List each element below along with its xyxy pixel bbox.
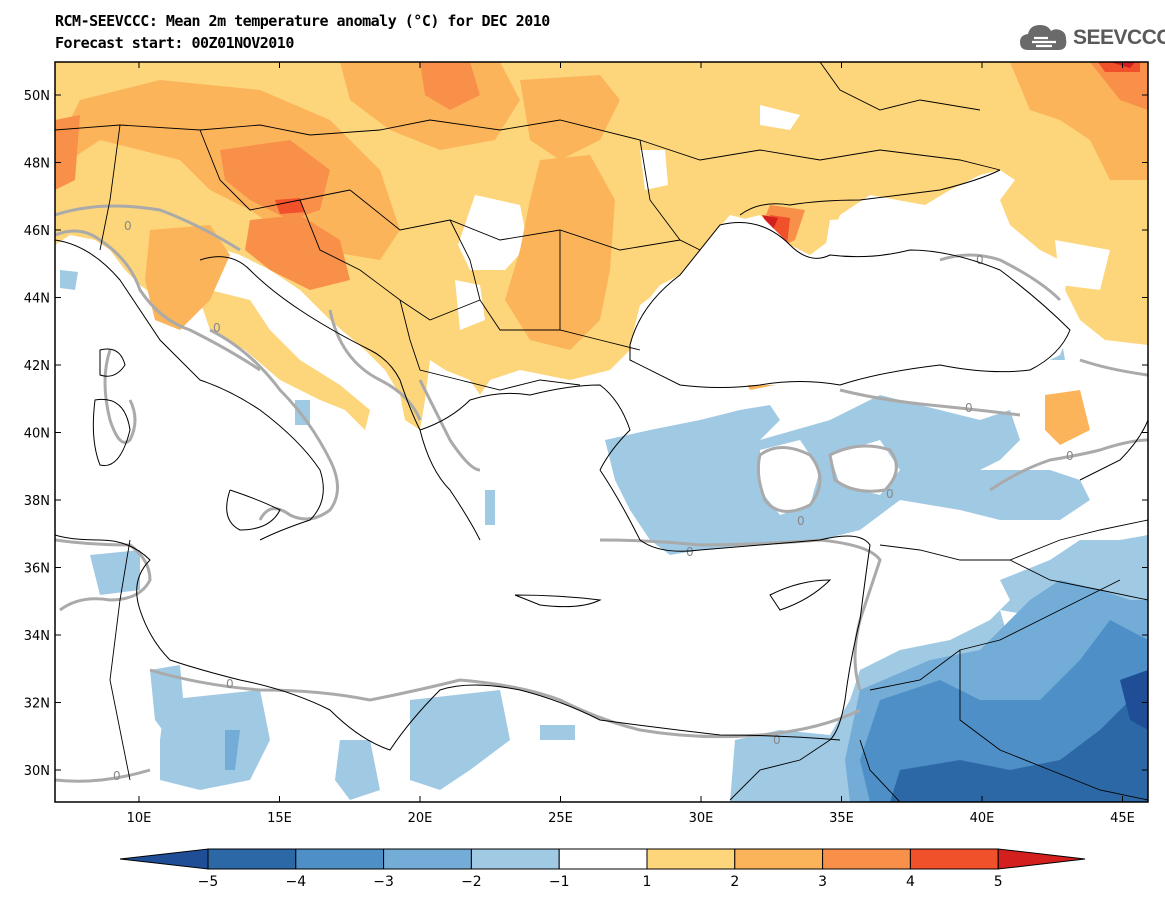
lon-label: 35E [829,811,854,826]
lon-label: 25E [548,811,573,826]
lon-label: 40E [970,811,995,826]
colorbar-segment [470,848,560,870]
colorbar-tick-label: 4 [906,874,915,890]
forecast-start-label: Forecast start: 00Z01NOV2010 [55,34,294,52]
neutral-patch-crimea [825,215,910,260]
lat-label: 50N [24,89,50,104]
lon-label: 30E [689,811,714,826]
contour-label: 0 [773,733,781,747]
colorbar-segment [207,848,297,870]
colorbar-tick-label: −4 [285,874,306,890]
colorbar-segment [383,848,472,870]
neutral-patch-caucasus [1055,240,1110,290]
colorbar-tick-label: 1 [643,874,652,890]
lon-label: 10E [127,811,152,826]
lat-label: 32N [24,697,50,712]
colorbar: −5 −4 −3 −2 −1 1 2 3 4 5 [119,848,1086,890]
lon-label: 20E [408,811,433,826]
longitude-axis: 10E 15E 20E 25E 30E 35E 40E 45E [127,62,1135,826]
contour-label: 0 [965,401,973,415]
cold-anomaly-level-5-east [1120,670,1148,730]
logo-text: SEEVCCC [1073,26,1165,49]
neutral-patch-ukraine [760,105,800,130]
lat-label: 40N [24,427,50,442]
anomaly-field [55,62,1148,802]
colorbar-tick-label: −2 [461,874,482,890]
neutral-patch-anatolia-1 [760,440,820,515]
cold-anomaly-level-2-africa [225,730,240,770]
contour-label: 0 [226,677,234,691]
lat-label: 34N [24,629,50,644]
colorbar-arrow-low [119,848,209,870]
colorbar-segment [734,848,824,870]
lon-label: 15E [267,811,292,826]
contour-label: 0 [976,253,984,267]
cloud-icon [1020,25,1067,50]
neutral-patch-serbia [455,280,485,330]
lat-label: 48N [24,157,50,172]
colorbar-tick-label: 3 [818,874,827,890]
contour-label: 0 [113,769,121,783]
contour-labels: 0 0 0 0 0 0 0 0 0 0 0 [113,219,1074,783]
colorbar-segment [558,848,648,870]
lat-label: 46N [24,224,50,239]
colorbar-segment [646,848,736,870]
lat-label: 42N [24,359,50,374]
latitude-axis: 50N 48N 46N 44N 42N 40N 38N 36N 34N 32N 30N [24,89,1148,779]
lat-label: 44N [24,292,50,307]
colorbar-segment [909,848,999,870]
lon-label: 45E [1110,811,1135,826]
map-title: RCM-SEEVCCC: Mean 2m temperature anomaly… [55,12,550,30]
neutral-patch-anatolia-2 [830,440,900,495]
colorbar-tick-label: 2 [730,874,739,890]
warm-anomaly-level-3 [55,62,1148,290]
lat-label: 36N [24,562,50,577]
colorbar-tick-label: −1 [549,874,570,890]
colorbar-segment [822,848,911,870]
seevccc-logo: SEEVCCC [1018,20,1165,58]
contour-label: 0 [886,487,894,501]
country-borders [55,62,1148,802]
black-sea [630,215,1070,395]
contour-label: 0 [213,321,221,335]
cold-anomaly-level-4-east [890,700,1148,802]
lat-label: 30N [24,764,50,779]
colorbar-arrow-high [997,848,1086,870]
contour-label: 0 [124,219,132,233]
colorbar-tick-label: 5 [994,874,1003,890]
colorbar-tick-label: −5 [198,874,219,890]
contour-label: 0 [1066,449,1074,463]
contour-label: 0 [686,545,694,559]
neutral-patch-hungary [458,195,528,270]
coastlines [55,169,1148,751]
colorbar-segment [295,848,385,870]
colorbar-tick-label: −3 [373,874,394,890]
contour-label: 0 [797,514,805,528]
lat-label: 38N [24,494,50,509]
